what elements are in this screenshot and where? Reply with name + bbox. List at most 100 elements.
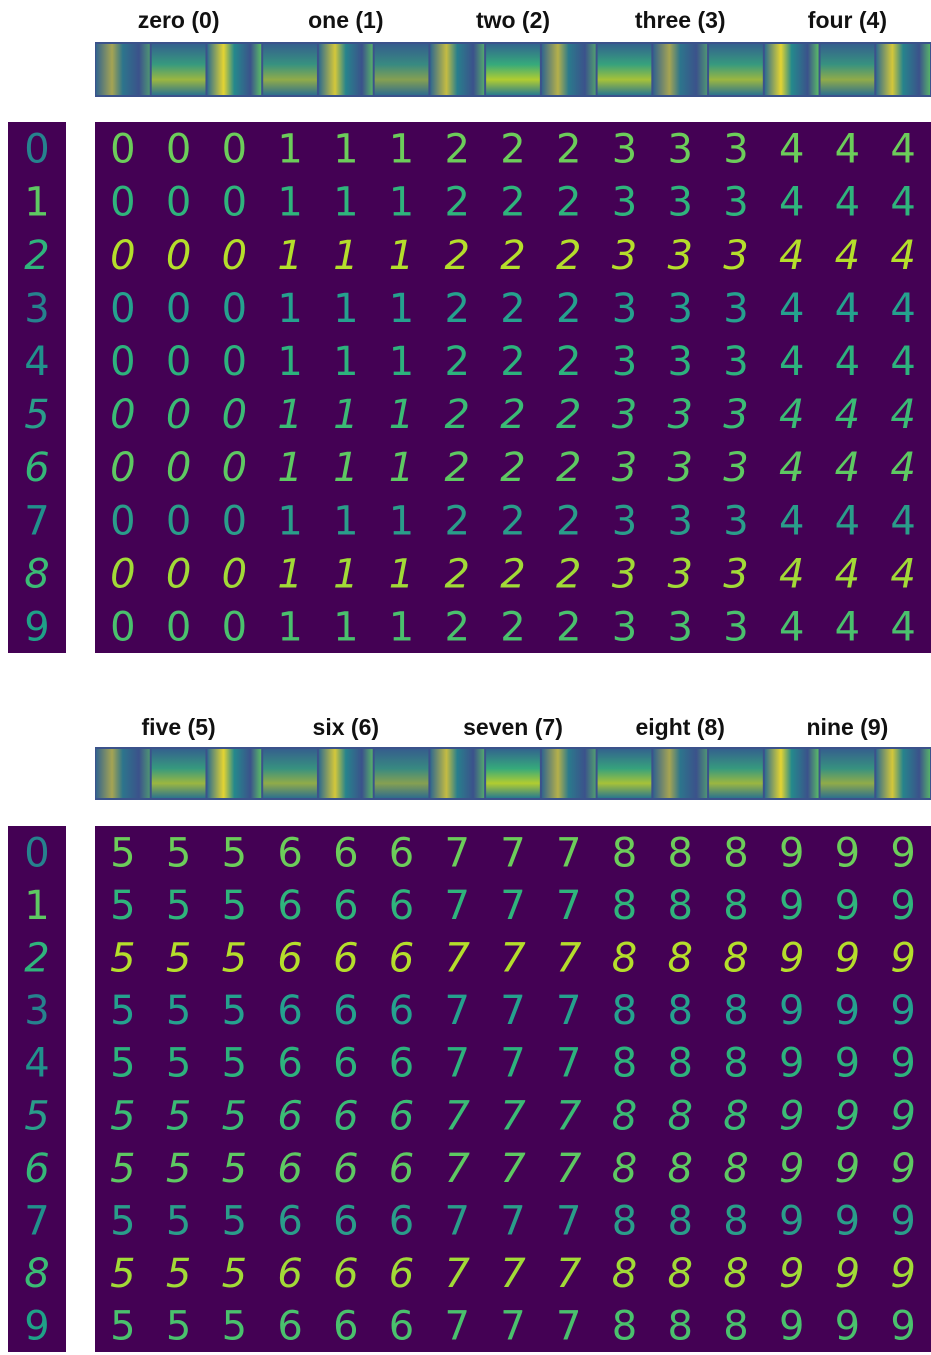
generated-digit: 7 [556, 988, 581, 1034]
generated-digit: 2 [500, 551, 525, 597]
generated-digit: 8 [667, 1146, 692, 1192]
generated-digit: 6 [389, 1199, 414, 1245]
generated-digit: 1 [333, 286, 358, 332]
column-label: four (4) [808, 7, 887, 33]
generated-digit: 5 [110, 1093, 135, 1139]
style-cell [96, 749, 150, 798]
generated-digit: 2 [556, 286, 581, 332]
generated-digit: 6 [333, 1304, 358, 1350]
generated-digit: 0 [222, 392, 247, 438]
generated-digit: 9 [835, 1146, 860, 1192]
generated-digit: 0 [110, 604, 135, 650]
style-digit: 9 [24, 604, 49, 650]
generated-digit: 7 [445, 1251, 471, 1297]
generated-digit: 1 [333, 339, 358, 385]
generated-digit: 0 [166, 233, 191, 279]
generated-digit: 3 [667, 604, 692, 650]
generated-digit: 5 [222, 1146, 247, 1192]
generated-digit: 0 [166, 445, 191, 491]
generated-digit: 1 [389, 127, 414, 173]
style-digit: 7 [24, 1199, 49, 1245]
generated-digit: 2 [445, 286, 470, 332]
generated-digit: 6 [333, 883, 358, 929]
generated-digit: 4 [890, 286, 915, 332]
generated-digit: 3 [612, 498, 637, 544]
generated-digit: 7 [445, 988, 470, 1034]
generated-digit: 4 [779, 127, 804, 173]
generated-digit: 9 [779, 1251, 804, 1297]
generated-digit: 5 [110, 1199, 135, 1245]
generated-digit: 0 [110, 445, 135, 491]
generated-digit: 4 [890, 339, 915, 385]
generated-digit: 5 [110, 1304, 135, 1350]
generated-digit: 5 [222, 1041, 247, 1087]
generated-digit: 3 [723, 286, 748, 332]
style-cell [821, 749, 875, 798]
generated-digit: 7 [500, 1304, 525, 1350]
generated-digit: 2 [445, 392, 470, 438]
style-cell [709, 44, 763, 95]
generated-digit: 0 [222, 180, 247, 226]
generated-digit: 9 [779, 1146, 804, 1192]
generated-digit: 1 [333, 551, 358, 597]
generated-digit: 6 [333, 1199, 358, 1245]
generated-digit: 1 [277, 233, 302, 279]
generated-digit: 0 [110, 339, 135, 385]
generated-digit: 0 [166, 180, 191, 226]
generated-digit: 0 [166, 551, 191, 597]
style-digit: 3 [24, 988, 49, 1034]
generated-digit: 3 [723, 127, 748, 173]
generated-digit: 9 [835, 1199, 860, 1245]
generated-digit: 1 [277, 180, 302, 226]
generated-digit: 1 [277, 604, 302, 650]
column-label: seven (7) [463, 714, 563, 740]
generated-digit: 6 [277, 883, 302, 929]
generated-digit: 8 [612, 1041, 637, 1087]
generated-digit: 8 [667, 883, 692, 929]
generated-digit: 2 [500, 392, 525, 438]
generated-digit: 5 [222, 936, 247, 982]
generated-digit: 3 [612, 445, 637, 491]
generated-digit: 8 [723, 1093, 748, 1139]
generated-digit: 4 [779, 233, 804, 279]
style-cell [152, 44, 206, 95]
generated-digit: 8 [667, 1304, 692, 1350]
generated-digit: 7 [445, 1304, 470, 1350]
column-label: nine (9) [807, 714, 889, 740]
generated-digit: 5 [222, 883, 247, 929]
style-cell [876, 749, 930, 798]
generated-digit: 8 [723, 1146, 748, 1192]
generated-digit: 9 [890, 1251, 915, 1297]
generated-digit: 8 [612, 1093, 637, 1139]
style-digit: 4 [24, 1041, 49, 1087]
generated-digit: 1 [333, 445, 358, 491]
generated-digit: 1 [389, 445, 414, 491]
generated-digit: 8 [612, 1251, 637, 1297]
style-cell [765, 749, 819, 798]
generated-digit: 1 [389, 339, 414, 385]
generated-digit: 9 [835, 988, 860, 1034]
style-cell [319, 749, 373, 798]
generated-digit: 7 [556, 1146, 582, 1192]
generated-digit: 3 [723, 551, 748, 597]
generated-digit: 6 [277, 830, 302, 876]
generated-digit: 1 [389, 180, 414, 226]
generated-digit: 7 [445, 1199, 470, 1245]
generated-digit: 2 [500, 180, 525, 226]
generated-digit: 9 [835, 1304, 860, 1350]
generated-digit: 9 [890, 1146, 915, 1192]
generated-digit: 6 [277, 1146, 302, 1192]
generated-digit: 8 [667, 1041, 692, 1087]
generated-digit: 0 [222, 445, 247, 491]
generated-digit: 5 [222, 988, 247, 1034]
generated-digit: 0 [110, 498, 135, 544]
generated-digit: 2 [500, 498, 525, 544]
generated-digit: 9 [890, 1041, 915, 1087]
generated-digit: 8 [667, 1199, 692, 1245]
generated-digit: 2 [556, 392, 581, 438]
generated-digit: 1 [389, 233, 414, 279]
generated-digit: 8 [612, 1146, 637, 1192]
generated-digit: 7 [500, 1093, 526, 1139]
generated-digit: 6 [389, 1093, 414, 1139]
generated-digit: 3 [667, 392, 692, 438]
